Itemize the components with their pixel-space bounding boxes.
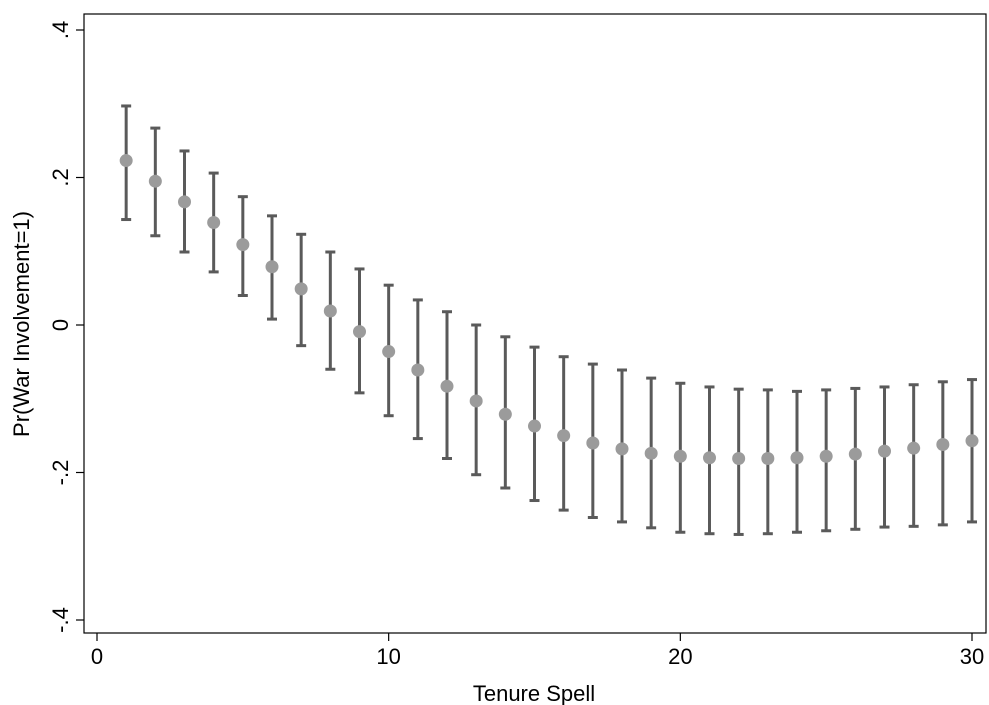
data-point <box>761 451 775 465</box>
error-bar <box>967 378 977 524</box>
data-point <box>586 436 600 450</box>
data-point <box>528 419 541 433</box>
data-point <box>294 282 308 296</box>
data-point <box>119 154 133 168</box>
error-bars <box>121 104 977 536</box>
data-points <box>119 154 979 465</box>
data-point <box>936 437 950 451</box>
y-tick-label: -.2 <box>48 460 73 486</box>
y-tick-label: -.4 <box>48 607 73 633</box>
data-point <box>557 429 571 443</box>
data-point <box>411 363 425 377</box>
data-point <box>878 444 891 458</box>
data-point <box>236 238 250 252</box>
data-point <box>644 446 658 460</box>
plot-frame <box>83 13 987 634</box>
data-point <box>673 449 687 463</box>
data-point <box>440 379 454 393</box>
data-point <box>178 195 191 209</box>
y-axis: -.4 -.2 0 .2 .4 <box>48 21 84 633</box>
x-tick-label: 30 <box>960 644 984 669</box>
data-point <box>732 451 746 465</box>
y-tick-label: .2 <box>48 168 73 186</box>
x-tick-label: 0 <box>91 644 103 669</box>
data-point <box>323 304 337 318</box>
data-point <box>382 345 396 359</box>
data-point <box>907 441 921 455</box>
data-point <box>790 451 804 465</box>
data-point <box>265 260 279 274</box>
data-point <box>848 447 862 461</box>
data-point <box>819 449 833 463</box>
data-point <box>353 325 366 339</box>
x-tick-label: 20 <box>668 644 692 669</box>
data-point <box>148 174 162 188</box>
error-bar <box>908 383 919 528</box>
data-point <box>498 407 512 421</box>
data-point <box>615 442 629 456</box>
data-point <box>965 434 979 448</box>
x-tick-label: 10 <box>376 644 400 669</box>
y-tick-label: 0 <box>48 319 73 331</box>
data-point <box>207 215 221 229</box>
y-axis-title: Pr(War Involvement=1) <box>9 211 34 437</box>
data-point <box>703 451 716 465</box>
data-point <box>469 394 483 408</box>
x-axis: 0 10 20 30 <box>91 633 984 669</box>
error-bar <box>937 380 948 527</box>
x-axis-title: Tenure Spell <box>473 681 595 705</box>
y-tick-label: .4 <box>48 21 73 39</box>
